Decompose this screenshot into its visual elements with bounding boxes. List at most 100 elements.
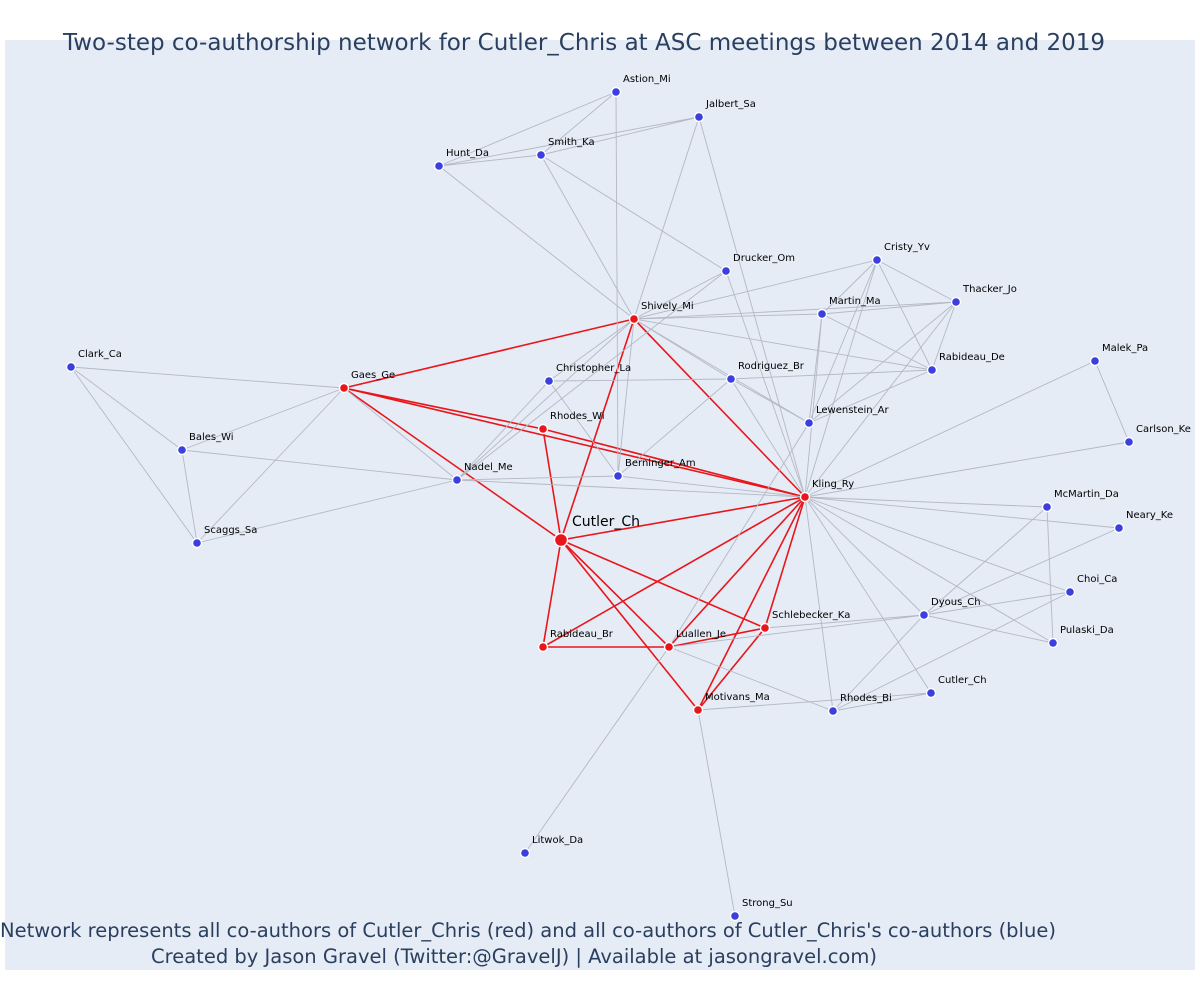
node-label-martin: Martin_Ma: [829, 296, 881, 307]
node-gaes[interactable]: [338, 382, 350, 394]
edge-cutler-rabideaub: [542, 539, 562, 648]
edge-shively-rabideaud: [633, 318, 933, 371]
node-label-dyous: Dyous_Ch: [931, 597, 981, 608]
edge-smith-drucker: [540, 154, 727, 272]
node-rhodesw[interactable]: [537, 423, 549, 435]
node-nadel[interactable]: [451, 474, 463, 486]
node-bales[interactable]: [176, 444, 188, 456]
node-label-motivans: Motivans_Ma: [705, 692, 770, 703]
edge-kling-rhodesb: [804, 496, 834, 712]
edge-rabideaud-lewenstein: [808, 369, 933, 424]
node-cutler2[interactable]: [925, 687, 937, 699]
edge-hunt-shively: [438, 165, 635, 320]
node-label-shively: Shively_Mi: [641, 301, 694, 312]
node-strong[interactable]: [729, 910, 741, 922]
edge-mcmartin-pulaski: [1046, 506, 1054, 644]
edge-thacker-lewenstein: [808, 301, 957, 424]
node-cristy[interactable]: [871, 254, 883, 266]
edge-cutler-luallen: [560, 539, 670, 648]
node-clark[interactable]: [65, 361, 77, 373]
node-lewenstein[interactable]: [803, 417, 815, 429]
edge-shively-cristy: [633, 259, 878, 320]
edge-motivans-schlebecker: [697, 627, 766, 711]
node-carlson[interactable]: [1123, 436, 1135, 448]
node-rodriguez[interactable]: [725, 373, 737, 385]
node-astion[interactable]: [610, 86, 622, 98]
edge-cutler2-motivans: [697, 692, 932, 711]
edge-clark-bales: [70, 366, 183, 451]
edge-martin-lewenstein: [808, 313, 823, 424]
node-label-clark: Clark_Ca: [78, 349, 122, 360]
edge-drucker-kling: [725, 270, 806, 498]
edge-malek-carlson: [1094, 360, 1130, 443]
node-label-berninger: Berninger_Am: [625, 458, 696, 469]
node-neary[interactable]: [1113, 522, 1125, 534]
node-label-cutler: Cutler_Ch: [572, 514, 640, 530]
node-label-astion: Astion_Mi: [623, 74, 671, 85]
node-label-jalbert: Jalbert_Sa: [705, 99, 756, 110]
node-drucker[interactable]: [720, 265, 732, 277]
edge-cristy-rabideaud: [876, 259, 933, 371]
node-choi[interactable]: [1064, 586, 1076, 598]
node-dyous[interactable]: [918, 609, 930, 621]
edge-cristy-lewenstein: [808, 259, 878, 424]
node-motivans[interactable]: [692, 704, 704, 716]
node-label-malek: Malek_Pa: [1102, 343, 1148, 354]
edge-thacker-kling: [804, 301, 957, 498]
node-martin[interactable]: [816, 308, 828, 320]
edge-shively-nadel: [456, 318, 635, 481]
node-label-rabideaub: Rabideau_Br: [550, 629, 614, 640]
node-label-rodriguez: Rodriguez_Br: [738, 361, 805, 372]
edge-shively-thacker: [633, 301, 957, 320]
node-kling[interactable]: [799, 491, 811, 503]
node-luallen[interactable]: [663, 641, 675, 653]
node-shively[interactable]: [628, 313, 640, 325]
node-thacker[interactable]: [950, 296, 962, 308]
node-pulaski[interactable]: [1047, 637, 1059, 649]
edge-carlson-kling: [804, 441, 1130, 498]
edge-neary-dyous: [923, 527, 1120, 616]
edge-berninger-kling: [617, 475, 806, 498]
edge-gaes-shively: [343, 318, 635, 389]
node-malek[interactable]: [1089, 355, 1101, 367]
edge-scaggs-gaes: [196, 387, 345, 544]
node-scaggs[interactable]: [191, 537, 203, 549]
node-christopher[interactable]: [543, 375, 555, 387]
node-label-cutler2: Cutler_Ch: [938, 675, 987, 686]
node-litwok[interactable]: [519, 847, 531, 859]
edge-cristy-thacker: [876, 259, 957, 303]
node-smith[interactable]: [535, 149, 547, 161]
node-label-rhodesw: Rhodes_Wi: [550, 411, 605, 422]
footer-line-2: Created by Jason Gravel (Twitter:@Gravel…: [151, 945, 877, 968]
node-label-choi: Choi_Ca: [1077, 574, 1117, 585]
node-mcmartin[interactable]: [1041, 501, 1053, 513]
node-schlebecker[interactable]: [759, 622, 771, 634]
edge-kling-cutler2: [804, 496, 932, 694]
node-label-strong: Strong_Su: [742, 898, 793, 909]
edge-rabideaub-kling: [542, 496, 806, 648]
edge-drucker-nadel: [456, 270, 727, 481]
node-label-drucker: Drucker_Om: [733, 253, 795, 264]
edge-dyous-rhodesb: [832, 614, 925, 712]
node-jalbert[interactable]: [693, 111, 705, 123]
edge-shively-christopher: [548, 318, 635, 382]
node-label-kling: Kling_Ry: [812, 479, 854, 490]
edge-rhodesw-kling: [542, 428, 806, 498]
node-hunt[interactable]: [433, 160, 445, 172]
edge-kling-neary: [804, 496, 1120, 529]
edge-schlebecker-kling: [764, 496, 806, 629]
edge-kling-dyous: [804, 496, 925, 616]
node-rhodesb[interactable]: [827, 705, 839, 717]
node-rabideaub[interactable]: [537, 641, 549, 653]
edge-rodriguez-lewenstein: [730, 378, 810, 424]
edge-choi-rhodesb: [832, 591, 1071, 712]
edge-cutler-shively: [560, 318, 635, 541]
node-cutler[interactable]: [553, 532, 569, 548]
edge-rhodesb-luallen: [668, 646, 834, 712]
edge-thacker-martin: [821, 301, 957, 315]
node-berninger[interactable]: [612, 470, 624, 482]
node-label-litwok: Litwok_Da: [532, 835, 583, 846]
edge-motivans-kling: [697, 496, 806, 711]
node-rabideaud[interactable]: [926, 364, 938, 376]
